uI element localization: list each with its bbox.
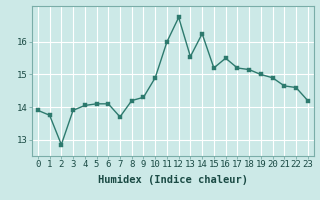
X-axis label: Humidex (Indice chaleur): Humidex (Indice chaleur): [98, 175, 248, 185]
